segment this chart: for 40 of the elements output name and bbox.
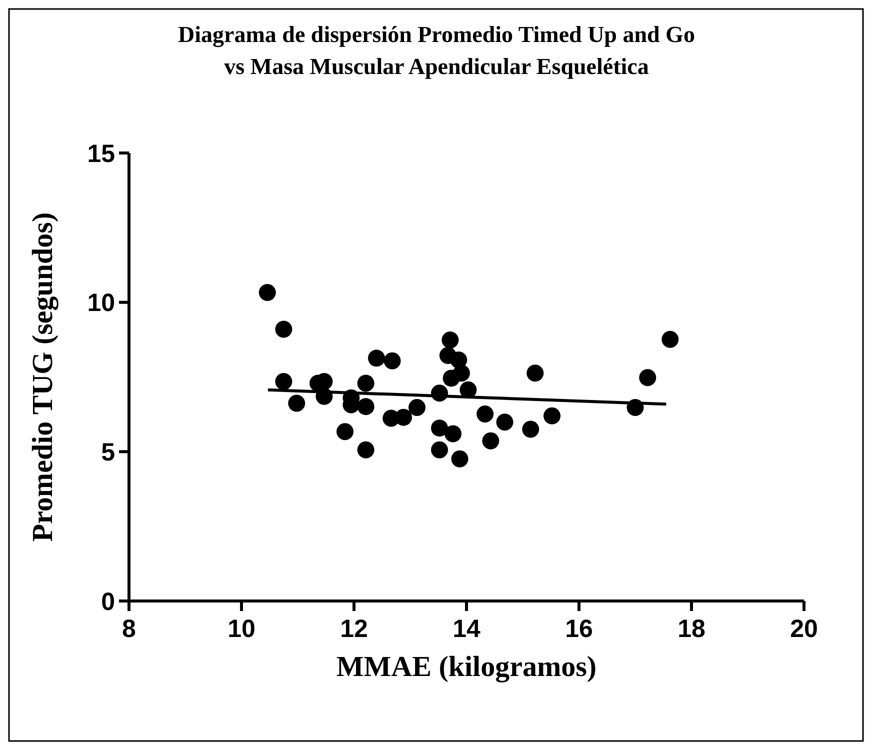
point [384, 352, 401, 370]
point [444, 425, 462, 442]
y-tick-label: 15 [87, 140, 116, 168]
x-tick-label: 18 [678, 615, 706, 643]
point [288, 394, 306, 412]
x-tick-label: 8 [122, 615, 136, 643]
x-tick-label: 12 [340, 615, 368, 643]
point [336, 423, 354, 440]
point [482, 432, 500, 450]
y-tick-label: 5 [101, 438, 116, 466]
point [408, 398, 426, 416]
point [275, 372, 292, 390]
point [442, 370, 460, 387]
point [496, 414, 514, 431]
point [368, 350, 385, 367]
point [395, 408, 412, 426]
point [544, 407, 560, 424]
point [357, 374, 374, 392]
point [526, 364, 544, 382]
point [431, 441, 448, 458]
x-tick-label: 14 [452, 615, 480, 643]
point [357, 398, 374, 416]
point [522, 420, 540, 438]
x-axis-title: MMAE (kilogramos) [336, 651, 597, 683]
y-tick-label: 10 [87, 289, 115, 318]
point [442, 331, 459, 348]
chart-title: Diagrama de dispersión Promedio Timed Up and Go vs Masa Muscular Apendicular Esquelética [178, 22, 695, 79]
point [476, 406, 494, 423]
point [662, 330, 679, 348]
y-axis-title: Promedio TUG (segundos) [27, 212, 59, 542]
point [451, 450, 468, 468]
point [258, 284, 276, 301]
point [639, 369, 656, 386]
point [431, 420, 448, 437]
y-tick-label: 0 [101, 588, 115, 616]
point [275, 320, 292, 338]
x-tick-label: 20 [790, 615, 818, 643]
point [357, 441, 374, 458]
x-tick-label: 10 [228, 615, 256, 643]
x-tick-label: 16 [565, 615, 593, 643]
